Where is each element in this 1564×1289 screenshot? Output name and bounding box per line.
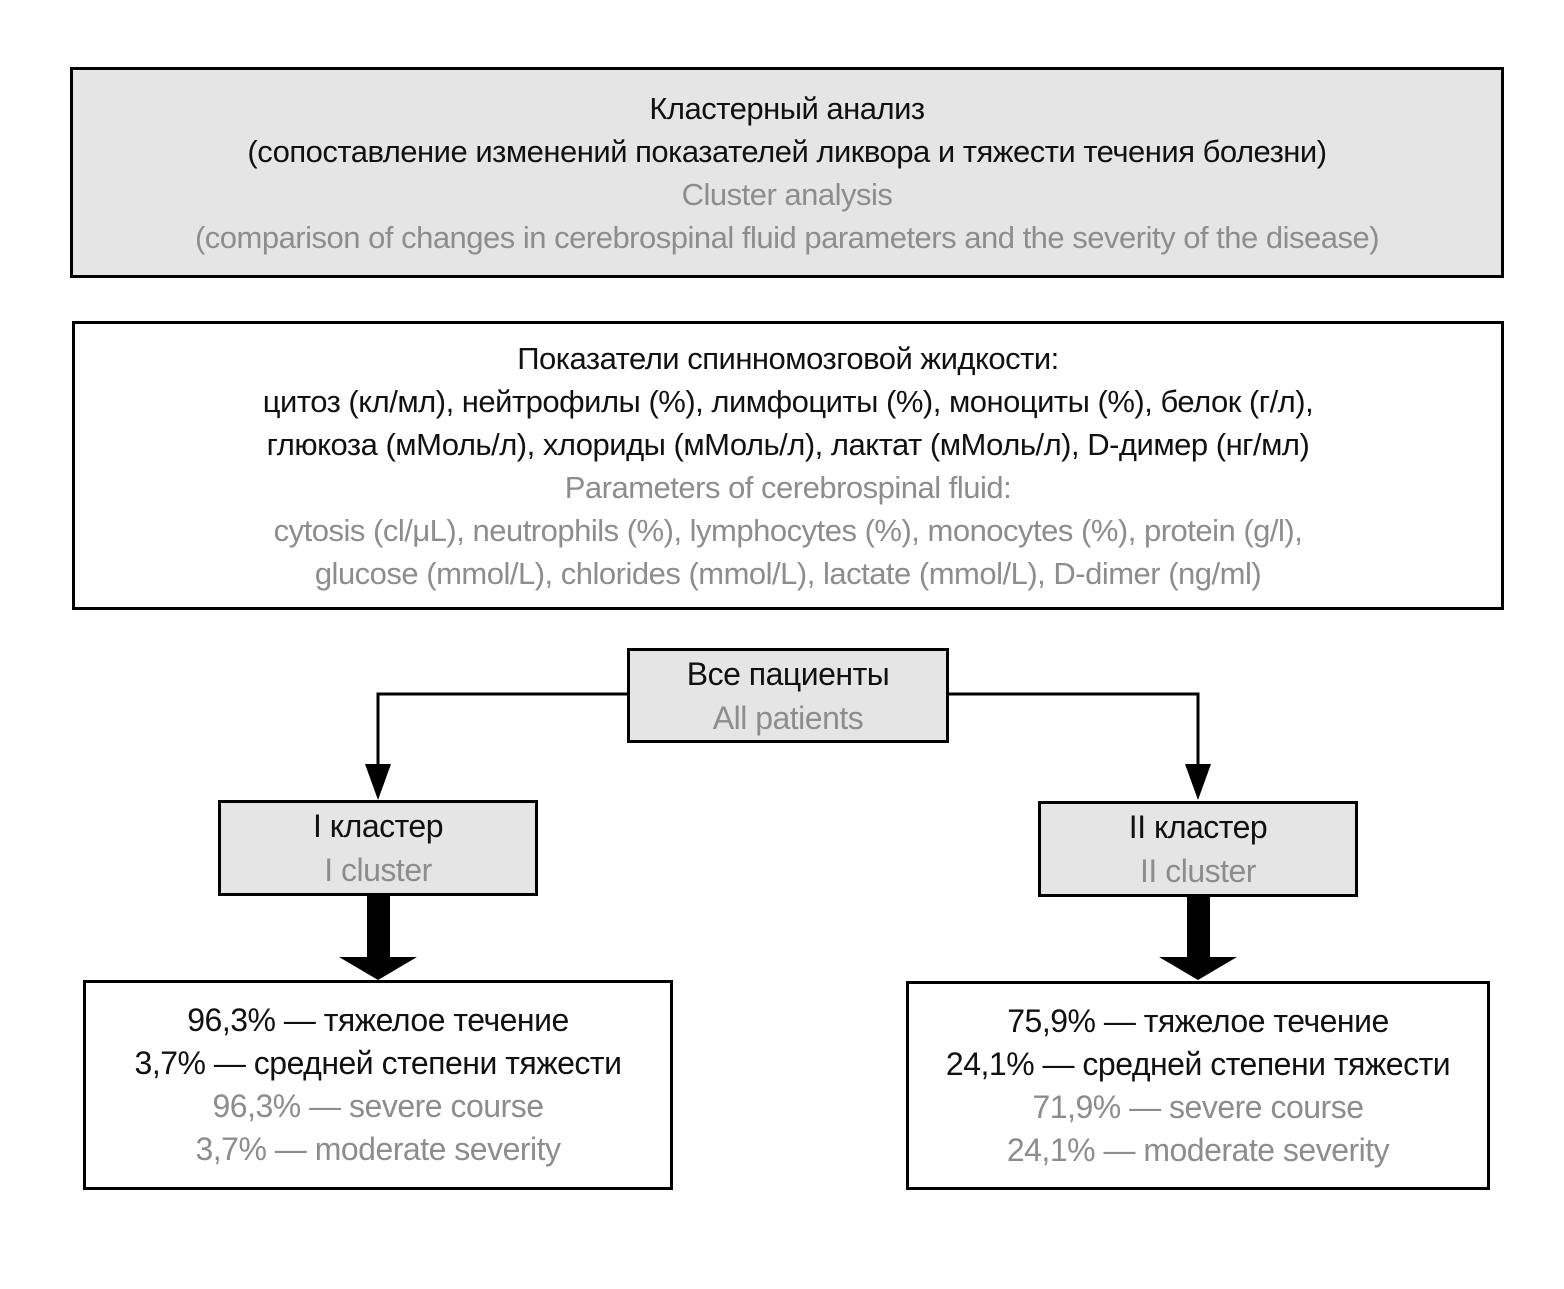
parameters-title-ru: Показатели спинномозговой жидкости: [517,340,1059,376]
connector-line-right [949,692,1200,766]
header-title-ru: Кластерный анализ [649,90,925,126]
all-patients-label-en: All patients [712,699,864,736]
header-subtitle-ru: (сопоставление изменений показателей лик… [247,133,1327,169]
header-subtitle-en: (comparison of changes in cerebrospinal … [194,219,1380,255]
parameters-line1-ru: цитоз (кл/мл), нейтрофилы (%), лимфоциты… [262,383,1314,419]
cluster-i-node: I кластер I cluster [218,800,538,896]
cluster-ii-label-ru: II кластер [1128,809,1268,845]
cluster-ii-node: II кластер II cluster [1038,801,1358,897]
all-patients-label-ru: Все пациенты [686,655,890,692]
cluster-i-label-ru: I кластер [313,808,444,844]
thick-arrowhead-down-icon [1159,957,1237,980]
thick-arrow-shaft-left [367,896,390,958]
result-ii-moderate-ru: 24,1% — средней степени тяжести [945,1045,1451,1082]
header-box: Кластерный анализ (сопоставление изменен… [70,67,1504,278]
thick-arrowhead-down-icon [339,957,417,980]
result-ii-moderate-en: 24,1% — moderate severity [1006,1131,1390,1168]
result-i-severe-en: 96,3% — severe course [212,1088,545,1124]
parameters-line1-en: cytosis (cl/μL), neutrophils (%), lympho… [273,512,1303,548]
cluster-ii-label-en: II cluster [1140,853,1256,889]
parameters-line2-ru: глюкоза (мМоль/л), хлориды (мМоль/л), ла… [266,426,1310,462]
arrowhead-down-icon [1185,764,1211,800]
result-i-moderate-ru: 3,7% — средней степени тяжести [134,1045,622,1081]
arrowhead-down-icon [365,764,391,800]
connector-line-left [376,692,627,766]
header-title-en: Cluster analysis [681,176,893,212]
all-patients-node: Все пациенты All patients [627,648,949,743]
parameters-line2-en: glucose (mmol/L), chlorides (mmol/L), la… [314,555,1262,591]
thick-arrow-shaft-right [1187,896,1210,958]
result-ii-severe-ru: 75,9% — тяжелое течение [1007,1002,1389,1039]
result-i-moderate-en: 3,7% — moderate severity [195,1131,561,1167]
cluster-i-label-en: I cluster [324,852,432,888]
result-ii-severe-en: 71,9% — severe course [1032,1088,1365,1125]
parameters-box: Показатели спинномозговой жидкости: цито… [72,321,1504,610]
result-i-severe-ru: 96,3% — тяжелое течение [187,1002,569,1038]
result-i-box: 96,3% — тяжелое течение 3,7% — средней с… [83,980,673,1190]
result-ii-box: 75,9% — тяжелое течение 24,1% — средней … [906,981,1490,1190]
parameters-title-en: Parameters of cerebrospinal fluid: [564,469,1012,505]
